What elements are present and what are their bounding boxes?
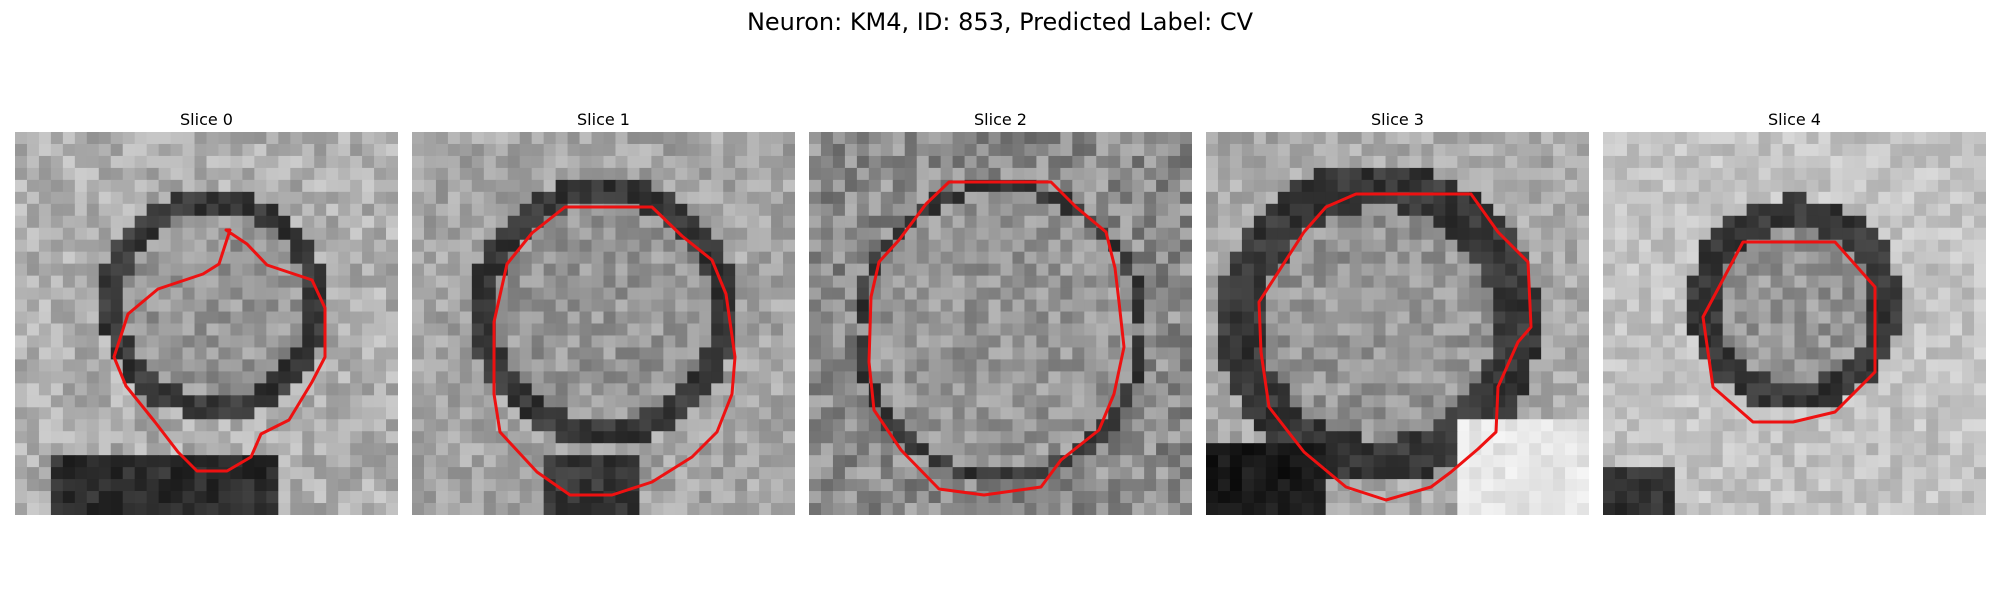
roi-contour [1257,192,1533,502]
slice-image [15,132,398,515]
slice-title: Slice 4 [1768,110,1821,129]
slice-title: Slice 0 [180,110,233,129]
slice-title: Slice 1 [577,110,630,129]
slice-title: Slice 2 [974,110,1027,129]
roi-contour [867,180,1126,497]
slice-image [1603,132,1986,515]
figure-title: Neuron: KM4, ID: 853, Predicted Label: C… [746,8,1254,36]
slice-image [412,132,795,515]
slice-panel-4: Slice 4 [1603,108,1986,515]
slice-panel-0: Slice 0 [15,108,398,515]
roi-contour [112,228,327,473]
slice-image [1206,132,1589,515]
slice-image [809,132,1192,515]
slice-panel-3: Slice 3 [1206,108,1589,515]
roi-contour [1701,240,1877,424]
slice-panel-1: Slice 1 [412,108,795,515]
roi-contour [492,205,737,497]
slice-panel-2: Slice 2 [809,108,1192,515]
slice-title: Slice 3 [1371,110,1424,129]
